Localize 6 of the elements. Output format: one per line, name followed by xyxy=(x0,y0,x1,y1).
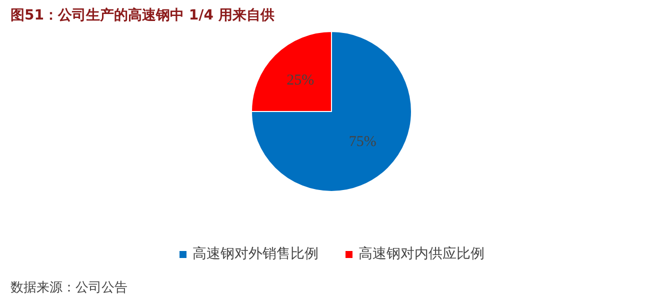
chart-title: 图51：公司生产的高速钢中 1/4 用来自供 xyxy=(10,6,274,24)
data-label: 25% xyxy=(286,72,314,89)
source-note: 数据来源：公司公告 xyxy=(10,280,128,296)
legend-label: 高速钢对外销售比例 xyxy=(192,245,318,263)
data-label: 75% xyxy=(348,134,376,150)
legend-label: 高速钢对内供应比例 xyxy=(358,245,484,263)
